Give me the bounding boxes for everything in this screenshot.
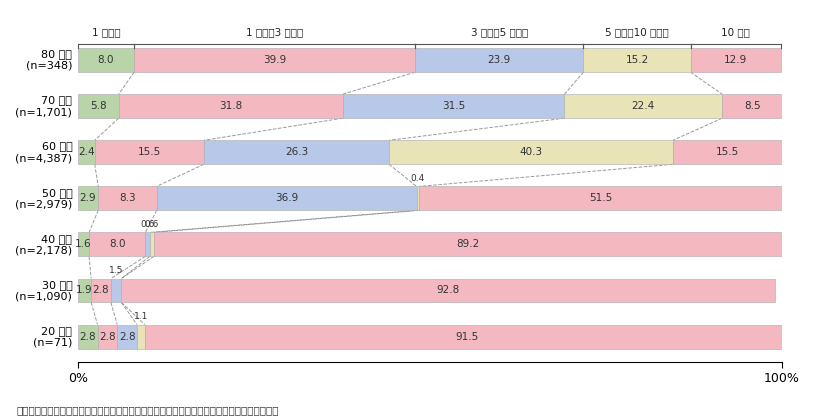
Text: 23.9: 23.9 — [487, 55, 511, 65]
Text: 1.5: 1.5 — [109, 266, 123, 275]
Bar — [420, 186, 782, 210]
Bar — [99, 186, 156, 210]
Text: 0.6: 0.6 — [144, 220, 159, 229]
Bar — [111, 279, 121, 302]
Text: 3 年超～5 年以内: 3 年超～5 年以内 — [471, 28, 528, 38]
Text: 10 年超: 10 年超 — [721, 28, 751, 38]
Bar — [121, 279, 775, 302]
Bar — [673, 140, 782, 164]
Bar — [91, 279, 111, 302]
Text: 5 年超～10 年以内: 5 年超～10 年以内 — [605, 28, 669, 38]
Bar — [77, 232, 89, 256]
Bar — [722, 94, 782, 118]
Text: 51.5: 51.5 — [589, 193, 612, 203]
Text: 8.0: 8.0 — [98, 55, 114, 65]
Bar — [584, 48, 690, 72]
Bar — [204, 140, 389, 164]
Bar — [690, 48, 782, 72]
Text: 1.6: 1.6 — [75, 239, 92, 249]
Text: 31.5: 31.5 — [442, 101, 465, 111]
Text: 8.0: 8.0 — [109, 239, 126, 249]
Bar — [389, 140, 673, 164]
Text: 1 年超～3 年以内: 1 年超～3 年以内 — [246, 28, 303, 38]
Bar — [565, 94, 722, 118]
Text: 22.4: 22.4 — [632, 101, 655, 111]
Bar — [137, 324, 145, 349]
Text: 26.3: 26.3 — [285, 147, 308, 157]
Bar — [150, 232, 154, 256]
Bar — [117, 324, 137, 349]
Text: 15.2: 15.2 — [625, 55, 649, 65]
Text: 0.6: 0.6 — [140, 220, 155, 229]
Bar — [145, 324, 789, 349]
Text: 15.5: 15.5 — [716, 147, 739, 157]
Text: 39.9: 39.9 — [263, 55, 286, 65]
Bar — [77, 186, 99, 210]
Text: 8.5: 8.5 — [744, 101, 760, 111]
Bar — [89, 232, 145, 256]
Text: 40.3: 40.3 — [519, 147, 543, 157]
Bar — [415, 48, 584, 72]
Text: 15.5: 15.5 — [138, 147, 161, 157]
Text: 2.8: 2.8 — [119, 332, 135, 342]
Text: 2.8: 2.8 — [93, 286, 109, 296]
Text: 1 年以内: 1 年以内 — [91, 28, 121, 38]
Text: 1.1: 1.1 — [134, 312, 148, 321]
Text: 12.9: 12.9 — [725, 55, 747, 65]
Text: 資料：全国商工会連合会「小規模事業者の事業活動の実態把握調査」に基づき中小企業庁作成: 資料：全国商工会連合会「小規模事業者の事業活動の実態把握調査」に基づき中小企業庁… — [16, 405, 279, 415]
Bar — [98, 324, 117, 349]
Bar — [77, 94, 119, 118]
Bar — [342, 94, 565, 118]
Text: 2.8: 2.8 — [79, 332, 96, 342]
Text: 2.9: 2.9 — [80, 193, 96, 203]
Bar — [416, 186, 420, 210]
Text: 36.9: 36.9 — [275, 193, 298, 203]
Text: 31.8: 31.8 — [219, 101, 242, 111]
Bar — [77, 324, 98, 349]
Text: 92.8: 92.8 — [437, 286, 460, 296]
Bar — [77, 48, 134, 72]
Text: 2.8: 2.8 — [99, 332, 116, 342]
Bar — [156, 186, 416, 210]
Text: 2.4: 2.4 — [78, 147, 95, 157]
Text: 1.9: 1.9 — [76, 286, 93, 296]
Bar — [95, 140, 204, 164]
Bar — [154, 232, 782, 256]
Bar — [77, 279, 91, 302]
Text: 0.4: 0.4 — [411, 174, 425, 183]
Bar — [134, 48, 415, 72]
Text: 89.2: 89.2 — [456, 239, 479, 249]
Bar — [145, 232, 150, 256]
Bar — [77, 140, 95, 164]
Bar — [119, 94, 342, 118]
Text: 8.3: 8.3 — [119, 193, 136, 203]
Text: 91.5: 91.5 — [456, 332, 478, 342]
Text: 5.8: 5.8 — [90, 101, 107, 111]
